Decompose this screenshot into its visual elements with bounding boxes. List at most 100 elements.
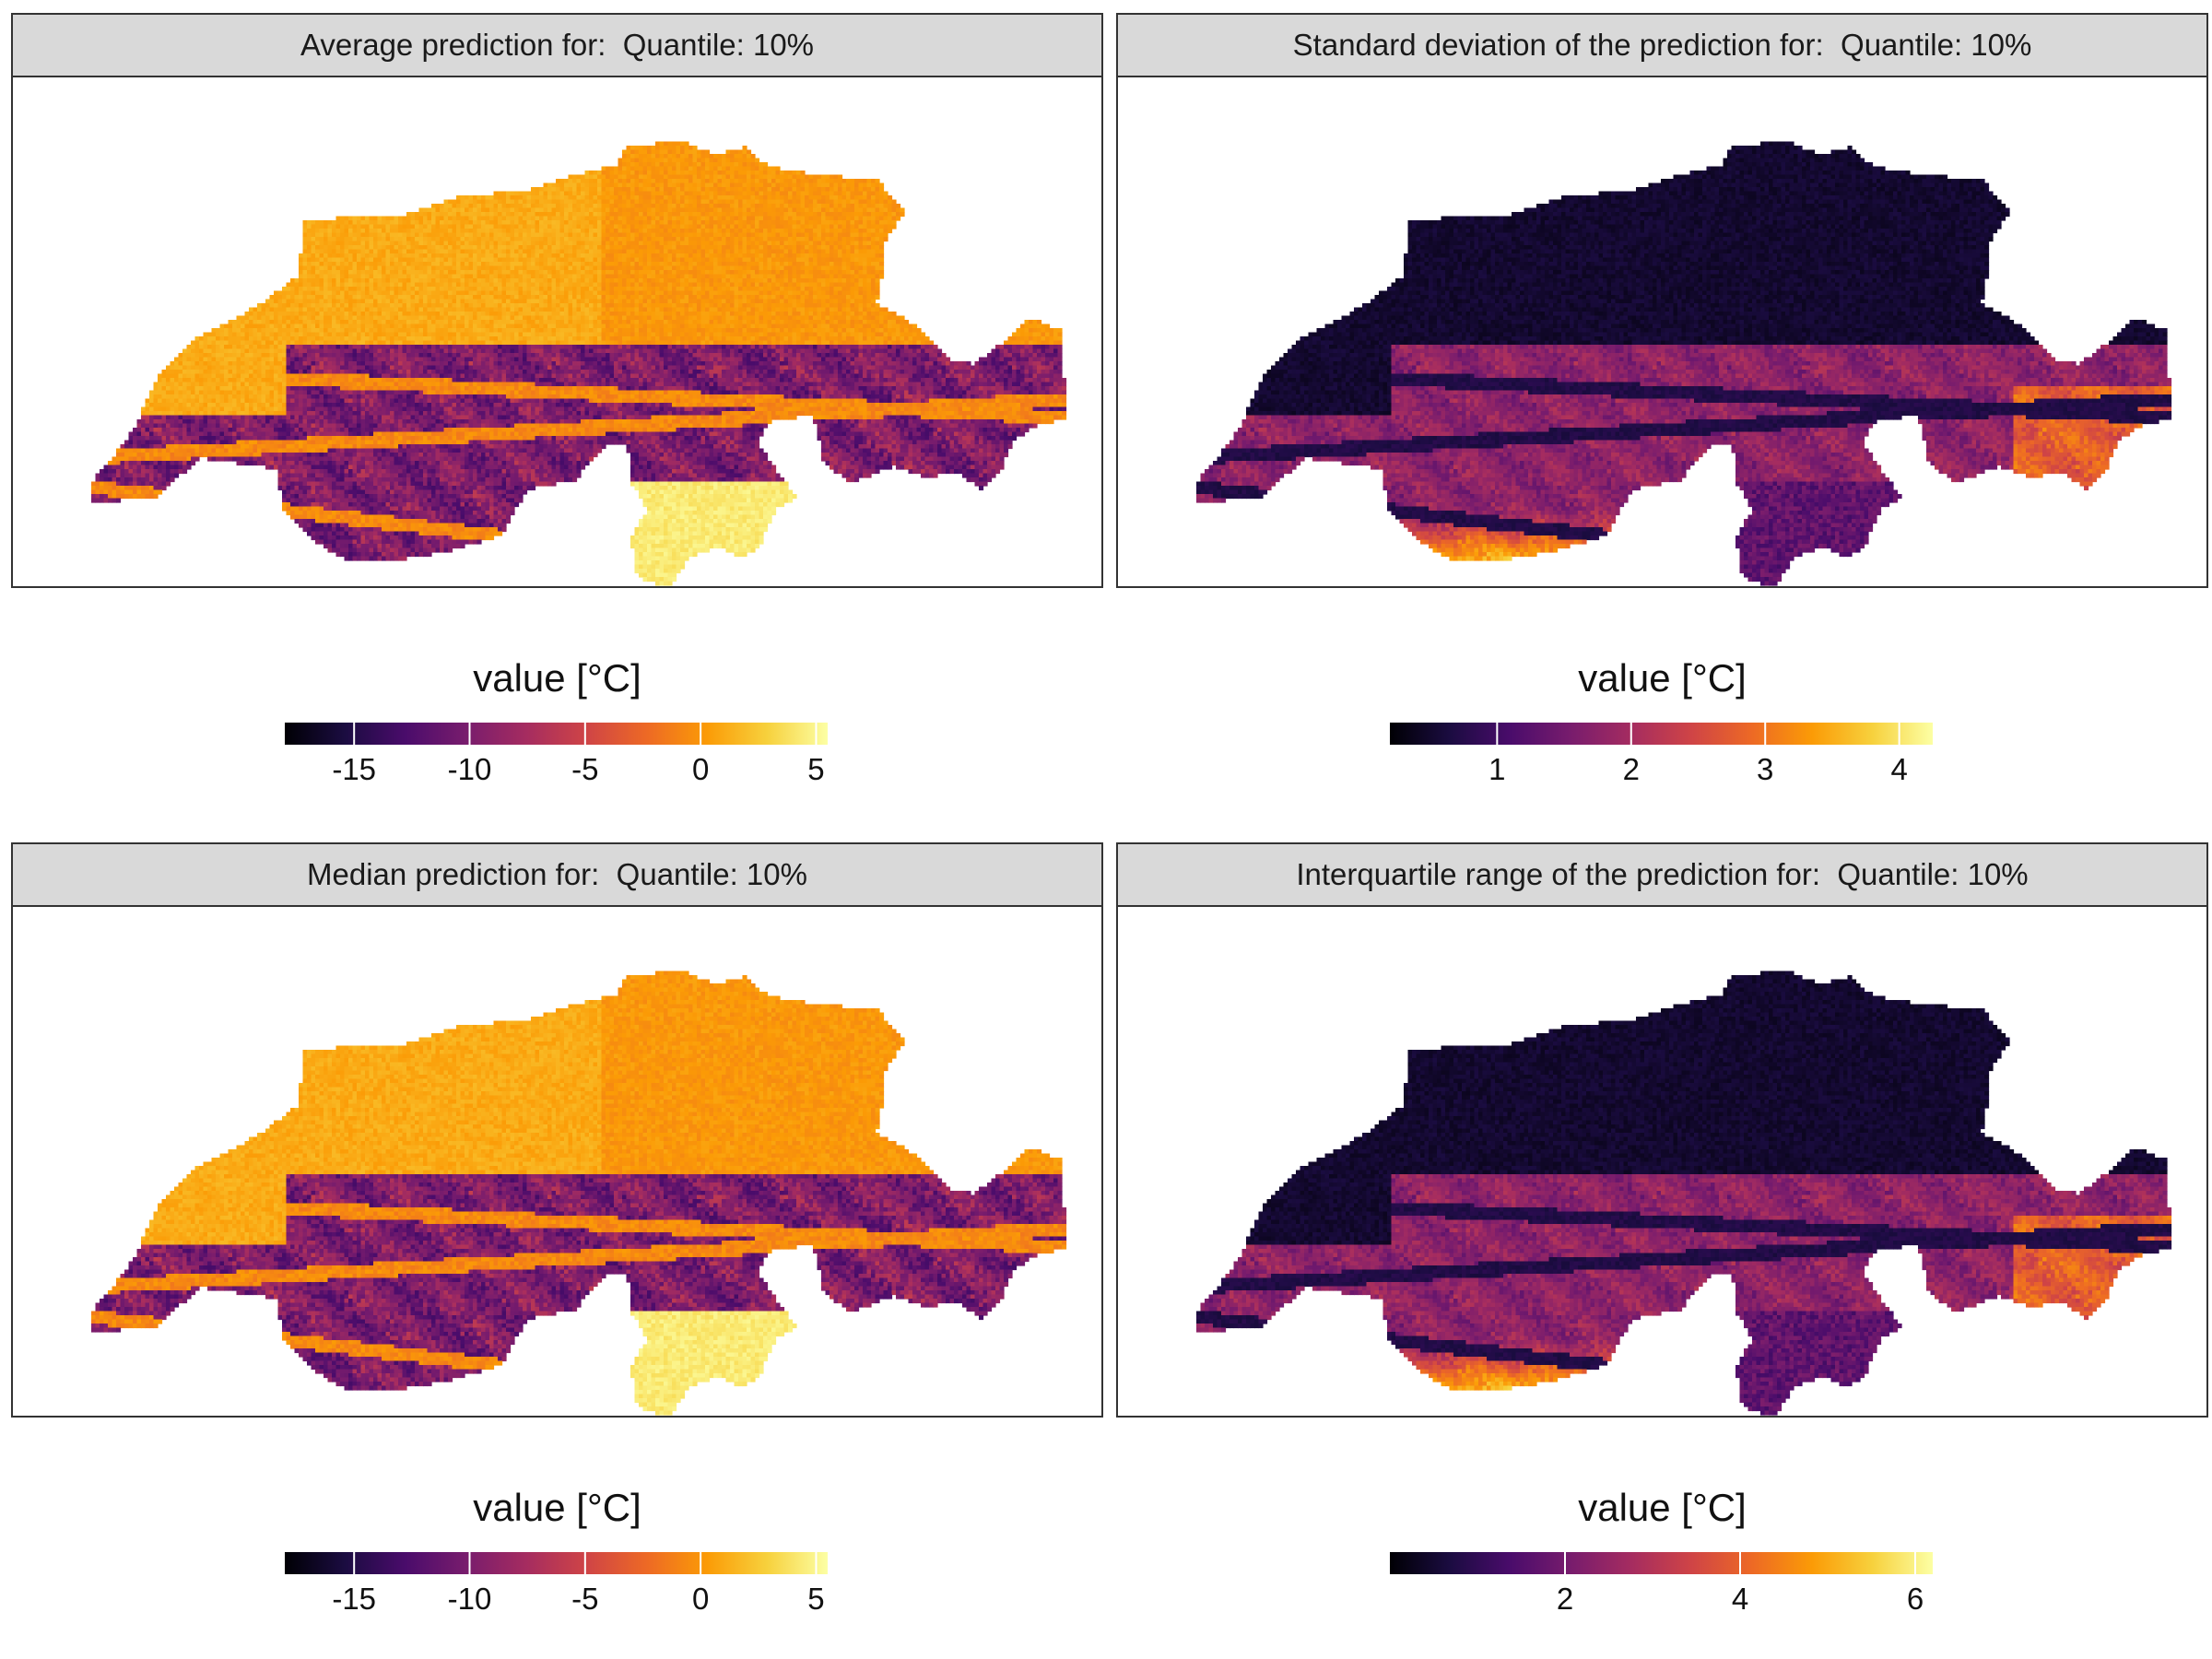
raster-cell bbox=[551, 204, 557, 209]
raster-cell bbox=[609, 237, 615, 242]
raster-cell bbox=[813, 257, 818, 263]
raster-cell bbox=[568, 174, 573, 180]
raster-cell bbox=[747, 212, 752, 218]
raster-cell bbox=[290, 307, 296, 312]
raster-cell bbox=[783, 182, 789, 188]
raster-cell bbox=[485, 195, 490, 201]
raster-cell bbox=[348, 307, 354, 312]
raster-cell bbox=[780, 307, 785, 312]
raster-cell bbox=[547, 195, 553, 201]
raster-cell bbox=[510, 303, 515, 309]
raster-cell bbox=[672, 162, 677, 168]
raster-cell bbox=[817, 262, 822, 267]
raster-cell bbox=[589, 191, 594, 196]
raster-cell bbox=[780, 278, 785, 284]
raster-cell bbox=[535, 270, 540, 276]
raster-cell bbox=[465, 315, 470, 321]
raster-cell bbox=[564, 257, 570, 263]
raster-cell bbox=[854, 282, 860, 288]
raster-cell bbox=[551, 249, 557, 254]
raster-cell bbox=[783, 299, 789, 304]
raster-cell bbox=[692, 216, 698, 221]
raster-cell bbox=[684, 158, 689, 163]
raster-cell bbox=[614, 199, 619, 205]
raster-cell bbox=[510, 253, 515, 259]
raster-cell bbox=[340, 232, 346, 238]
raster-cell bbox=[539, 274, 545, 279]
raster-cell bbox=[680, 191, 686, 196]
raster-cell bbox=[875, 245, 880, 251]
raster-cell bbox=[792, 216, 797, 221]
raster-cell bbox=[606, 204, 611, 209]
raster-cell bbox=[601, 320, 606, 325]
raster-cell bbox=[676, 290, 681, 296]
raster-cell bbox=[269, 307, 275, 312]
raster-cell bbox=[688, 146, 694, 151]
raster-cell bbox=[576, 199, 582, 205]
raster-cell bbox=[676, 315, 681, 321]
raster-cell bbox=[510, 191, 515, 196]
raster-cell bbox=[382, 315, 387, 321]
raster-cell bbox=[713, 274, 719, 279]
raster-cell bbox=[423, 274, 429, 279]
raster-cell bbox=[614, 303, 619, 309]
raster-cell bbox=[730, 320, 735, 325]
raster-cell bbox=[775, 290, 781, 296]
raster-cell bbox=[584, 199, 590, 205]
raster-cell bbox=[547, 187, 553, 193]
raster-cell bbox=[879, 237, 885, 242]
raster-cell bbox=[642, 179, 648, 184]
raster-cell bbox=[448, 237, 453, 242]
raster-cell bbox=[514, 282, 520, 288]
raster-cell bbox=[481, 237, 487, 242]
raster-cell bbox=[863, 191, 868, 196]
raster-cell bbox=[385, 320, 391, 325]
raster-cell bbox=[879, 312, 885, 317]
raster-cell bbox=[730, 232, 735, 238]
raster-cell bbox=[501, 224, 507, 229]
raster-cell bbox=[294, 303, 300, 309]
raster-cell bbox=[559, 307, 565, 312]
raster-cell bbox=[642, 253, 648, 259]
raster-cell bbox=[821, 257, 827, 263]
raster-cell bbox=[825, 287, 830, 292]
raster-cell bbox=[896, 315, 901, 321]
raster-cell bbox=[788, 207, 794, 213]
raster-cell bbox=[796, 274, 802, 279]
raster-cell bbox=[672, 232, 677, 238]
raster-cell bbox=[543, 274, 548, 279]
raster-cell bbox=[684, 307, 689, 312]
raster-cell bbox=[742, 191, 747, 196]
raster-cell bbox=[526, 229, 532, 234]
raster-cell bbox=[879, 320, 885, 325]
raster-cell bbox=[713, 282, 719, 288]
raster-cell bbox=[481, 199, 487, 205]
raster-cell bbox=[680, 237, 686, 242]
raster-cell bbox=[431, 204, 437, 209]
raster-cell bbox=[800, 295, 806, 300]
raster-cell bbox=[568, 257, 573, 263]
raster-cell bbox=[406, 295, 412, 300]
raster-cell bbox=[547, 282, 553, 288]
raster-cell bbox=[655, 290, 661, 296]
raster-cell bbox=[357, 224, 362, 229]
raster-cell bbox=[299, 270, 304, 276]
raster-cell bbox=[427, 282, 432, 288]
raster-cell bbox=[850, 187, 855, 193]
raster-cell bbox=[390, 278, 395, 284]
raster-cell bbox=[863, 278, 868, 284]
raster-cell bbox=[601, 312, 606, 317]
raster-cell bbox=[767, 315, 772, 321]
raster-cell bbox=[593, 212, 598, 218]
raster-cell bbox=[498, 278, 503, 284]
raster-cell bbox=[655, 265, 661, 271]
raster-cell bbox=[730, 212, 735, 218]
raster-cell bbox=[357, 257, 362, 263]
raster-cell bbox=[506, 287, 512, 292]
raster-cell bbox=[390, 307, 395, 312]
raster-cell bbox=[664, 212, 669, 218]
raster-cell bbox=[614, 262, 619, 267]
raster-cell bbox=[854, 265, 860, 271]
raster-cell bbox=[800, 204, 806, 209]
raster-cell bbox=[477, 212, 482, 218]
